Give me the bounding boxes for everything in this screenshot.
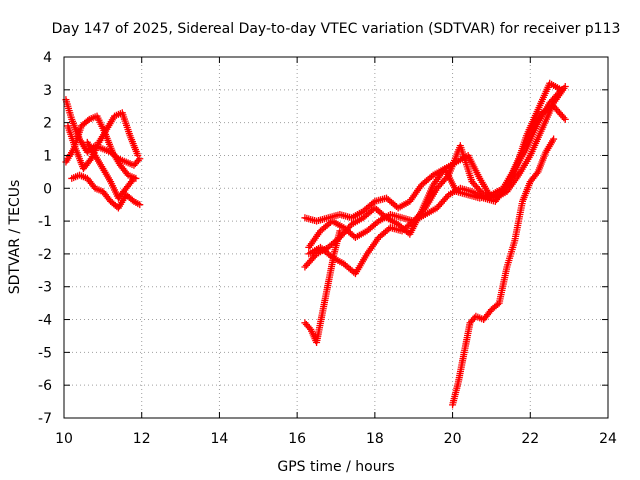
plot-frame [63,56,609,419]
y-tick-label: 1 [43,148,52,164]
data-point [86,156,94,164]
y-tick-label: 4 [43,50,52,66]
x-tick-label: 12 [133,431,151,447]
data-point [305,324,313,332]
data-point [136,201,144,209]
x-tick-label: 10 [55,431,73,447]
y-axis-label: SDTVAR / TECUs [7,180,23,295]
data-point [373,218,381,226]
data-point [427,173,435,181]
y-tick-label: -6 [38,378,52,394]
data-point [336,227,344,235]
series-track-10 [301,227,344,347]
series-track-3 [62,112,140,182]
data-point [561,83,569,91]
x-tick-label: 22 [521,431,539,447]
data-point [130,174,138,182]
series-track-4 [68,171,144,212]
data-point [369,199,377,207]
data-point [443,173,451,181]
series-track-11 [449,135,558,409]
y-tick-label: -7 [38,411,52,427]
y-tick-label: -1 [38,214,52,230]
y-tick-label: -4 [38,313,52,329]
data-points [62,79,569,409]
series-track-5 [83,138,138,202]
y-tick-label: -2 [38,247,52,263]
chart-title: Day 147 of 2025, Sidereal Day-to-day VTE… [52,21,621,37]
y-tick-label: -3 [38,280,52,296]
data-point [533,170,541,178]
x-tick-label: 24 [599,431,617,447]
x-axis-label: GPS time / hours [277,459,394,475]
data-point [560,114,568,122]
data-point [550,135,558,143]
x-tick-label: 20 [444,431,462,447]
y-tick-label: 2 [43,116,52,132]
data-point [129,176,137,184]
data-point [420,206,428,214]
data-point [561,115,569,123]
x-tick-label: 18 [366,431,384,447]
x-tick-label: 16 [288,431,306,447]
y-tick-label: 0 [43,181,52,197]
series-track-9 [305,83,569,251]
data-point [134,151,142,159]
y-tick-label: -5 [38,345,52,361]
x-tick-label: 14 [211,431,229,447]
y-tick-label: 3 [43,83,52,99]
